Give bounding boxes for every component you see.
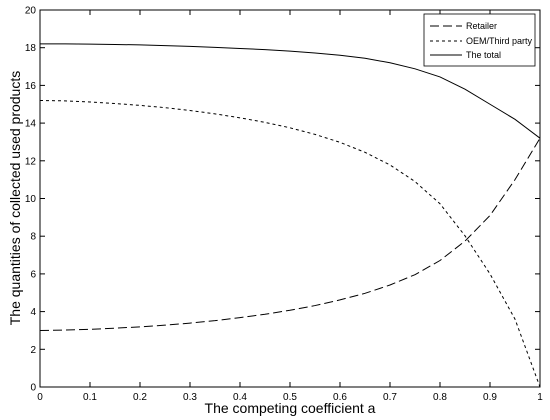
y-tick-label: 12 [25,156,37,167]
x-tick-label: 1 [537,392,543,403]
legend-box [423,13,536,67]
y-tick-label: 10 [25,194,37,205]
y-tick-label: 4 [30,307,36,318]
x-tick-label: 0.3 [183,392,197,403]
x-tick-label: 0.8 [433,392,447,403]
series-layer [39,43,541,388]
x-tick-label: 0.1 [83,392,97,403]
y-tick-label: 2 [30,345,36,356]
legend: Retailer OEM/Third party The total [423,13,536,67]
x-axis-label: The competing coefficient a [205,400,376,416]
x-tick-label: 0.5 [283,392,297,403]
series-line-the-total [40,43,541,139]
y-tick-label: 14 [25,119,37,130]
y-tick-label: 16 [25,81,37,92]
series-line-retailer [39,137,541,331]
legend-label-oem: OEM/Third party [466,36,533,46]
y-tick-label: 20 [25,6,37,17]
y-tick-label: 8 [30,232,36,243]
legend-label-retailer: Retailer [466,21,497,31]
x-tick-label: 0.4 [233,392,247,403]
x-tick-label: 0.9 [483,392,497,403]
y-tick-label: 18 [25,43,37,54]
x-tick-label: 0.6 [333,392,347,403]
y-tick-label: 0 [30,383,36,394]
x-tick-label: 0 [37,392,43,403]
y-tick-label: 6 [30,269,36,280]
x-tick-label: 0.2 [133,392,147,403]
legend-label-total: The total [466,50,501,60]
x-tick-label: 0.7 [383,392,397,403]
y-axis-label: The quantities of collected used product… [7,71,23,326]
plot-area [39,9,541,388]
